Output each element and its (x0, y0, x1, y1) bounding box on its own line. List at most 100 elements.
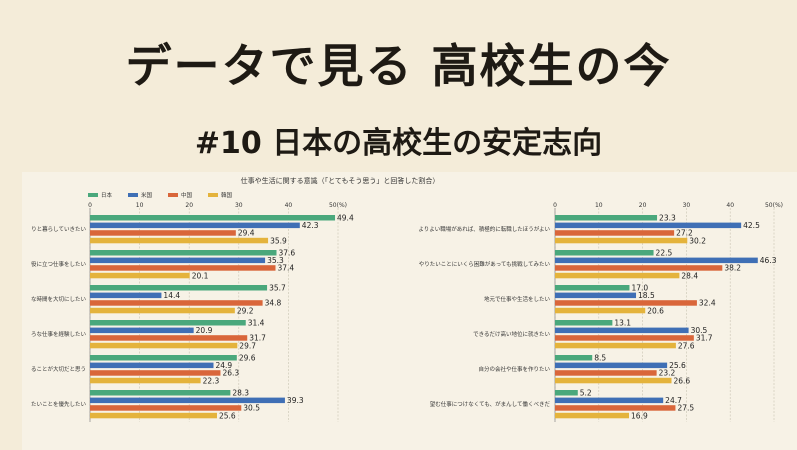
bar-0-5-1 (90, 397, 285, 404)
tick-label-0-3: 30 (235, 202, 243, 209)
category-label-0-0: りと暮らしていきたい (31, 225, 86, 233)
value-label-0-1-0: 37.6 (278, 249, 295, 258)
value-label-1-5-3: 16.9 (631, 411, 648, 420)
bar-0-4-2 (90, 370, 221, 376)
category-label-1-0: よりよい職場があれば、積極的に転職したほうがよい (418, 225, 550, 233)
bar-1-1-2 (555, 265, 723, 271)
category-label-1-3: できるだけ高い地位に就きたい (473, 330, 550, 338)
category-label-0-4: ることが大切だと思う (31, 365, 86, 373)
value-label-1-3-1: 30.5 (691, 326, 708, 335)
bar-1-1-0 (555, 250, 654, 256)
value-label-0-5-2: 30.5 (243, 404, 260, 413)
value-label-1-3-0: 13.1 (614, 319, 631, 328)
bar-0-4-3 (90, 377, 201, 384)
value-label-0-0-1: 42.3 (302, 221, 319, 230)
bar-0-1-1 (90, 257, 266, 264)
value-label-0-1-3: 20.1 (192, 271, 209, 280)
chart: 仕事や生活に関する意識（「とてもそう思う」と回答した割合） 日本 米国 中国 韓国 0 10… (31, 176, 783, 422)
bar-1-2-0 (555, 285, 630, 291)
value-label-1-5-1: 24.7 (665, 396, 682, 405)
tick-label-1-3: 30 (683, 202, 691, 209)
value-label-1-3-2: 31.7 (696, 334, 713, 343)
bar-0-5-0 (90, 390, 231, 396)
bar-1-3-1 (555, 327, 689, 334)
bar-1-5-0 (555, 390, 578, 396)
bar-0-4-1 (90, 362, 214, 369)
value-label-0-0-3: 35.9 (270, 236, 287, 245)
bar-1-0-2 (555, 230, 675, 236)
value-label-0-5-0: 28.3 (232, 389, 249, 398)
value-label-1-4-0: 8.5 (594, 354, 606, 363)
bar-1-2-2 (555, 300, 697, 306)
category-label-1-5: 望む仕事につけなくても、がまんして働くべきだ (430, 400, 551, 408)
value-label-0-4-2: 26.3 (222, 369, 239, 378)
legend-swatch-0 (88, 193, 98, 197)
bar-1-0-3 (555, 237, 688, 244)
tick-label-0-1: 10 (136, 202, 144, 209)
tick-label-1-1: 10 (595, 202, 603, 209)
bar-0-5-3 (90, 412, 217, 419)
bar-0-2-1 (90, 292, 162, 299)
value-label-1-2-1: 18.5 (638, 291, 655, 300)
value-label-0-1-1: 35.3 (267, 256, 284, 265)
value-label-0-3-1: 20.9 (196, 326, 213, 335)
value-label-0-5-1: 39.3 (287, 396, 304, 405)
value-label-1-4-1: 25.6 (669, 361, 686, 370)
legend-label-2: 中国 (181, 191, 193, 199)
value-label-0-3-2: 31.7 (249, 334, 266, 343)
bar-1-2-1 (555, 292, 637, 299)
value-label-0-3-0: 31.4 (248, 319, 265, 328)
bar-0-3-3 (90, 342, 238, 349)
tick-label-0-5: 50(%) (329, 202, 347, 209)
legend-swatch-2 (168, 193, 178, 197)
bar-1-1-3 (555, 272, 680, 279)
value-label-0-3-3: 29.7 (239, 341, 256, 350)
bar-0-4-0 (90, 355, 237, 361)
value-label-0-0-2: 29.4 (238, 229, 255, 238)
bar-1-4-1 (555, 362, 668, 369)
bar-0-2-3 (90, 307, 235, 314)
bar-1-4-2 (555, 370, 657, 376)
category-label-1-4: 自分の会社や仕事を作りたい (478, 365, 550, 373)
bar-1-3-0 (555, 320, 613, 326)
value-label-0-1-2: 37.4 (278, 264, 295, 273)
bar-1-4-3 (555, 377, 672, 384)
bar-0-0-0 (90, 215, 336, 221)
page-title: データで見る 高校生の今 (125, 39, 672, 93)
value-label-1-2-3: 20.6 (647, 306, 664, 315)
tick-label-0-2: 20 (185, 202, 193, 209)
value-label-1-1-0: 22.5 (656, 249, 673, 258)
value-label-1-0-1: 42.5 (743, 221, 760, 230)
bar-0-1-0 (90, 250, 277, 256)
legend-swatch-1 (128, 193, 138, 197)
bar-0-2-0 (90, 285, 268, 291)
bar-1-2-3 (555, 307, 646, 314)
category-label-0-1: 役に立つ仕事をしたい (31, 260, 87, 268)
value-label-0-4-0: 29.6 (239, 354, 256, 363)
value-label-1-3-3: 27.6 (678, 341, 695, 350)
bar-1-1-1 (555, 257, 758, 264)
chart-title: 仕事や生活に関する意識（「とてもそう思う」と回答した割合） (241, 176, 440, 185)
value-label-1-2-0: 17.0 (631, 284, 648, 293)
value-label-1-0-3: 30.2 (689, 236, 706, 245)
bar-0-1-3 (90, 272, 190, 279)
value-label-0-2-3: 29.2 (237, 306, 254, 315)
tick-label-1-2: 20 (639, 202, 647, 209)
value-label-0-4-3: 22.3 (203, 376, 220, 385)
value-label-1-4-3: 26.6 (674, 376, 691, 385)
value-label-1-1-2: 38.2 (724, 264, 741, 273)
page-subtitle: #10 日本の高校生の安定志向 (194, 126, 603, 161)
value-label-1-2-2: 32.4 (699, 299, 716, 308)
value-label-1-4-2: 23.2 (659, 369, 676, 378)
tick-label-0-0: 0 (88, 202, 92, 209)
tick-label-1-0: 0 (553, 202, 557, 209)
category-label-0-2: な時間を大切にしたい (31, 295, 87, 303)
tick-label-1-5: 50(%) (765, 202, 783, 209)
value-label-0-0-0: 49.4 (337, 214, 354, 223)
bar-0-0-2 (90, 230, 236, 236)
value-label-1-0-2: 27.2 (676, 229, 693, 238)
value-label-1-5-0: 5.2 (580, 389, 592, 398)
legend-label-1: 米国 (141, 191, 153, 199)
category-label-1-2: 地元で仕事や生活をしたい (484, 295, 551, 303)
value-label-1-5-2: 27.5 (677, 404, 694, 413)
